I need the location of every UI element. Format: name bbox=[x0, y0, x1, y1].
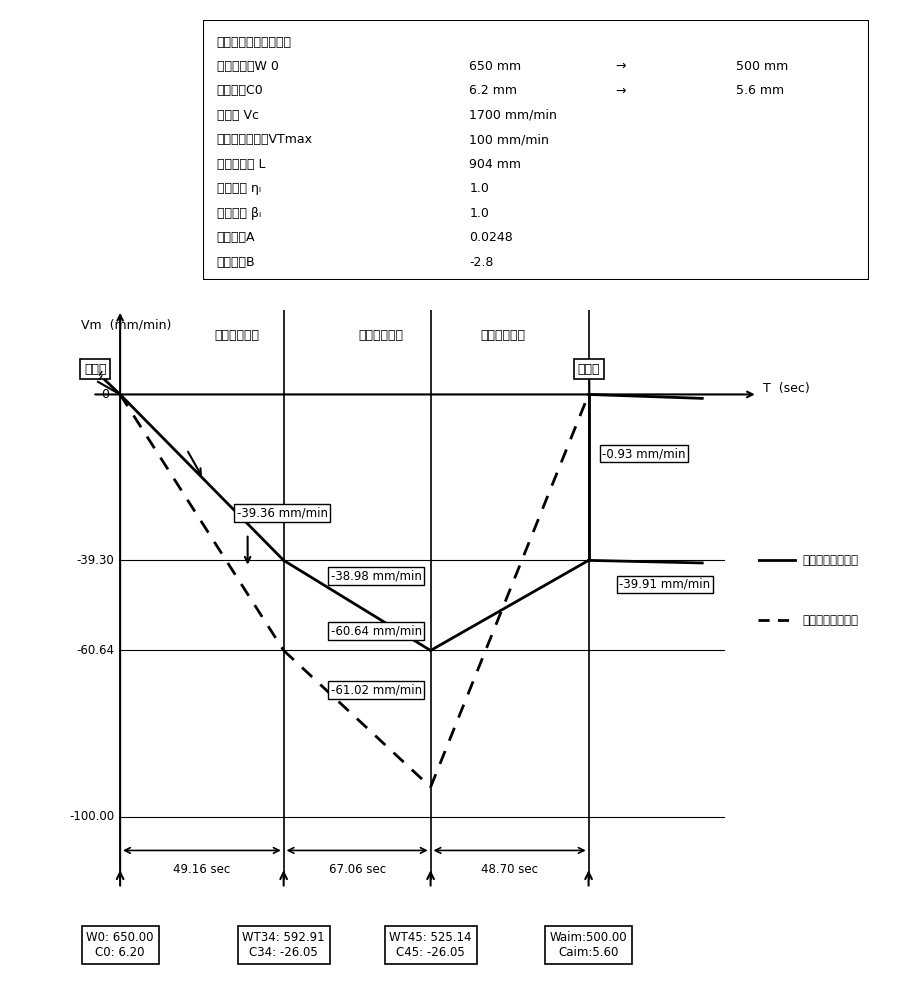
Text: 开始点: 开始点 bbox=[84, 363, 106, 376]
Text: 904 mm: 904 mm bbox=[469, 158, 521, 171]
Text: 6.2 mm: 6.2 mm bbox=[469, 84, 517, 97]
Text: 49.16 sec: 49.16 sec bbox=[174, 863, 230, 876]
Text: T  (sec): T (sec) bbox=[763, 382, 810, 395]
Text: -100.00: -100.00 bbox=[69, 810, 115, 823]
Text: 500 mm: 500 mm bbox=[736, 60, 788, 73]
Text: 650 mm: 650 mm bbox=[469, 60, 521, 73]
Text: -38.98 mm/min: -38.98 mm/min bbox=[331, 570, 421, 582]
Text: 第四运动模式: 第四运动模式 bbox=[359, 329, 403, 342]
Text: -39.36 mm/min: -39.36 mm/min bbox=[237, 506, 327, 519]
Text: 1.0: 1.0 bbox=[469, 182, 490, 195]
Text: -39.30: -39.30 bbox=[77, 554, 115, 567]
Text: 径向速度最大値VTmax: 径向速度最大値VTmax bbox=[216, 133, 312, 146]
Text: -2.8: -2.8 bbox=[469, 256, 493, 269]
Text: 初始半宽度W 0: 初始半宽度W 0 bbox=[216, 60, 278, 73]
Text: →: → bbox=[615, 60, 626, 73]
Text: 1.0: 1.0 bbox=[469, 207, 490, 220]
Text: 第三运动模式: 第三运动模式 bbox=[214, 329, 259, 342]
Text: 长距调宽模式（调小）: 长距调宽模式（调小） bbox=[216, 36, 292, 49]
Text: WT45: 525.14
C45: -26.05: WT45: 525.14 C45: -26.05 bbox=[389, 931, 472, 959]
Text: W0: 650.00
C0: 6.20: W0: 650.00 C0: 6.20 bbox=[86, 931, 154, 959]
Text: 第五运动模式: 第五运动模式 bbox=[480, 329, 525, 342]
Text: -60.64: -60.64 bbox=[77, 644, 115, 657]
Text: 调宽系数 ηₗ: 调宽系数 ηₗ bbox=[216, 182, 261, 195]
Text: 结晶器长度 L: 结晶器长度 L bbox=[216, 158, 265, 171]
Text: 48.70 sec: 48.70 sec bbox=[481, 863, 538, 876]
Text: 结束点: 结束点 bbox=[578, 363, 600, 376]
Text: -39.91 mm/min: -39.91 mm/min bbox=[619, 578, 711, 591]
Text: WT34: 592.91
C34: -26.05: WT34: 592.91 C34: -26.05 bbox=[242, 931, 325, 959]
Text: 调宽系数A: 调宽系数A bbox=[216, 231, 255, 244]
Text: -60.64 mm/min: -60.64 mm/min bbox=[331, 624, 422, 637]
Text: 100 mm/min: 100 mm/min bbox=[469, 133, 549, 146]
Text: 初始锥度C0: 初始锥度C0 bbox=[216, 84, 263, 97]
Text: 0: 0 bbox=[101, 388, 109, 401]
Text: -61.02 mm/min: -61.02 mm/min bbox=[331, 684, 422, 696]
Text: 67.06 sec: 67.06 sec bbox=[329, 863, 385, 876]
Text: 调宽部件第二部分: 调宽部件第二部分 bbox=[802, 613, 858, 626]
Text: 1700 mm/min: 1700 mm/min bbox=[469, 109, 557, 122]
FancyBboxPatch shape bbox=[203, 20, 869, 280]
Text: 调宽部件第一部分: 调宽部件第一部分 bbox=[802, 554, 858, 566]
Text: 拉速値 Vc: 拉速値 Vc bbox=[216, 109, 259, 122]
Text: Waim:500.00
Caim:5.60: Waim:500.00 Caim:5.60 bbox=[550, 931, 627, 959]
Text: 调宽系数B: 调宽系数B bbox=[216, 256, 255, 269]
Text: 5.6 mm: 5.6 mm bbox=[736, 84, 784, 97]
Text: Vm  (mm/min): Vm (mm/min) bbox=[81, 318, 172, 331]
Text: -0.93 mm/min: -0.93 mm/min bbox=[602, 447, 686, 460]
Text: →: → bbox=[615, 84, 626, 97]
Text: 0.0248: 0.0248 bbox=[469, 231, 513, 244]
Text: 调宽系数 βₗ: 调宽系数 βₗ bbox=[216, 207, 261, 220]
